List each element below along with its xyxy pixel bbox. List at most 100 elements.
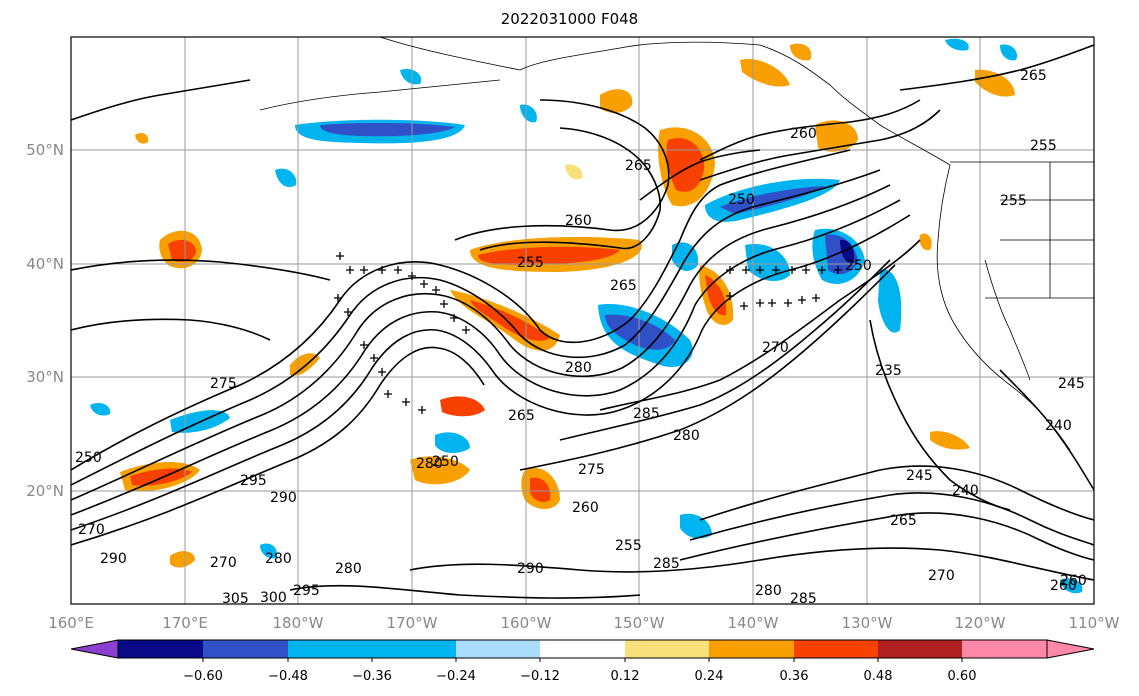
plus-marker	[420, 280, 428, 288]
plus-marker	[784, 299, 792, 307]
lon-label: 160°E	[48, 614, 94, 632]
colorbar-tick-label: 0.60	[948, 669, 977, 684]
shade-negative	[435, 432, 470, 454]
contour-label: 260	[565, 213, 592, 229]
plus-marker	[370, 354, 378, 362]
lat-label: 30°N	[26, 368, 64, 386]
coastline-alaska	[379, 37, 951, 166]
plus-marker	[334, 294, 342, 302]
contour-label: 260	[572, 500, 599, 516]
shade-positive	[470, 300, 550, 341]
lon-label: 160°W	[501, 614, 552, 632]
plus-markers	[334, 252, 842, 414]
colorbar-segment	[540, 640, 625, 658]
border-state	[1000, 162, 1094, 298]
contour-label: 265	[508, 408, 535, 424]
contour-label: 250	[728, 192, 755, 208]
shade-positive	[600, 89, 633, 113]
contour-label: 235	[875, 363, 902, 379]
contour-label: 280	[265, 551, 292, 567]
plus-marker	[756, 299, 764, 307]
colorbar-segment	[878, 640, 962, 658]
plus-marker	[462, 326, 470, 334]
plus-marker	[418, 406, 426, 414]
lat-label: 20°N	[26, 482, 64, 500]
contour-line	[639, 149, 761, 201]
shade-negative	[605, 314, 675, 350]
contour-label: 270	[928, 568, 955, 584]
shade-negative	[260, 543, 277, 559]
lon-label: 180°W	[273, 614, 324, 632]
plus-marker	[798, 296, 806, 304]
contour-label: 295	[293, 583, 320, 599]
contour-label: 280	[416, 456, 443, 472]
plus-marker	[384, 390, 392, 398]
colorbar-extend-high	[1046, 639, 1095, 659]
contour-label: 260	[1050, 578, 1077, 594]
plus-marker	[756, 266, 764, 274]
colorbar-tick-label: 0.48	[864, 669, 893, 684]
plus-marker	[394, 266, 402, 274]
plus-marker	[802, 266, 810, 274]
contour-label: 260	[790, 126, 817, 142]
contour-label: 255	[615, 538, 642, 554]
shade-negative	[720, 186, 825, 214]
contour-line	[689, 492, 1094, 546]
lon-label: 170°E	[162, 614, 208, 632]
contour-line	[519, 264, 896, 471]
contour-line	[71, 346, 485, 546]
contour-label: 265	[610, 278, 637, 294]
shade-positive	[815, 120, 858, 152]
contour-label: 245	[906, 468, 933, 484]
contour-line	[71, 149, 851, 471]
latitude-labels: 50°N 40°N 30°N 20°N	[26, 141, 64, 500]
shade-positive	[135, 132, 149, 144]
contour-label: 265	[1020, 68, 1047, 84]
plus-marker	[360, 266, 368, 274]
contour-label: 255	[517, 255, 544, 271]
contour-label: 270	[762, 340, 789, 356]
contours	[71, 44, 1094, 599]
contour-line	[454, 99, 670, 241]
contour-label: 260	[1060, 573, 1087, 589]
colorbar-tick-label: −0.60	[183, 669, 223, 684]
colorbar-segment	[118, 640, 203, 658]
contour-label: 300	[260, 590, 287, 606]
shade-positive	[565, 164, 583, 180]
coastlines	[259, 37, 1094, 451]
contour-line	[289, 584, 641, 599]
colorbar-tick-label: 0.12	[611, 669, 640, 684]
contour-label: 265	[625, 158, 652, 174]
plus-marker	[408, 272, 416, 280]
contour-line	[699, 109, 941, 181]
lat-label: 50°N	[26, 141, 64, 159]
colorbar-tick-label: −0.36	[352, 669, 392, 684]
contour-label: 290	[270, 490, 297, 506]
shade-positive	[410, 456, 470, 485]
contour-label: 280	[755, 583, 782, 599]
contour-line	[71, 318, 271, 341]
shade-negative	[878, 269, 902, 333]
contour-line	[899, 44, 1094, 91]
plot-title: 2022031000 F048	[500, 10, 639, 28]
plus-marker	[344, 308, 352, 316]
contour-label: 285	[790, 591, 817, 607]
shade-negative	[680, 513, 712, 539]
plus-marker	[432, 286, 440, 294]
lat-label: 40°N	[26, 255, 64, 273]
colorbar-tick-label: 0.24	[695, 669, 724, 684]
plus-marker	[402, 398, 410, 406]
plus-marker	[834, 266, 842, 274]
contour-label: 275	[578, 462, 605, 478]
colorbar-segment	[203, 640, 288, 658]
shade-positive	[790, 43, 812, 61]
contour-label: 240	[1045, 418, 1072, 434]
contour-label: 295	[240, 473, 267, 489]
contour-line	[699, 465, 1094, 521]
plus-marker	[378, 368, 386, 376]
plus-marker	[772, 266, 780, 274]
shade-negative	[745, 244, 790, 282]
map-background	[71, 37, 1094, 604]
contour-label: 255	[1000, 193, 1027, 209]
